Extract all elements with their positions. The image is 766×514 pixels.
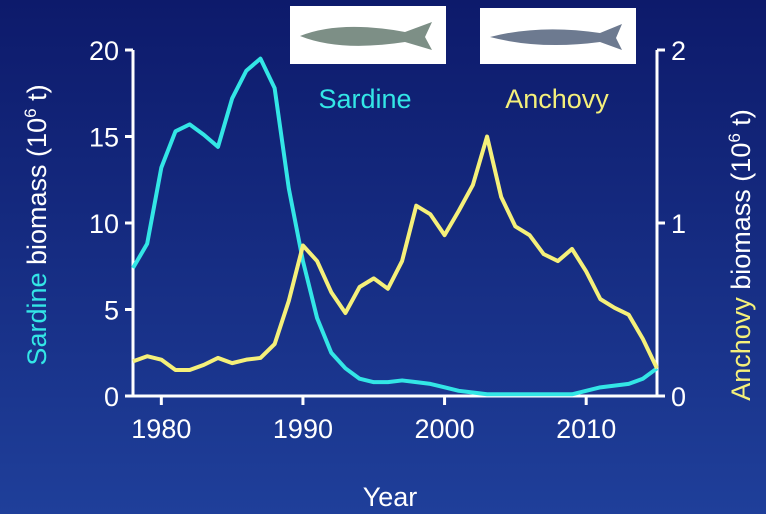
anchovy-picture [480,8,636,64]
y-axis-label-highlight: Sardine [22,272,52,365]
y-axis-label-text: biomass (10 [22,118,52,273]
y-tick-label: 5 [104,296,119,326]
y2-axis-label-text: biomass (10 [726,143,756,298]
y-axis-label-end: t) [22,84,52,108]
background [0,0,766,514]
legend-label: Anchovy [505,84,609,114]
x-axis-label: Year [363,482,418,512]
legend-label: Sardine [318,84,411,114]
y2-tick-label: 1 [671,209,686,239]
x-tick-label: 2010 [556,414,616,444]
x-tick-label: 2000 [415,414,475,444]
y2-tick-label: 0 [671,382,686,412]
y-tick-label: 15 [89,123,119,153]
y-tick-label: 10 [89,209,119,239]
y2-axis-label: Anchovy biomass (106 t) [725,109,756,401]
y-axis-label-sup: 6 [21,108,40,117]
y2-tick-label: 2 [671,36,686,66]
chart: Year Sardine biomass (106 t) Anchovy bio… [0,0,766,514]
y2-axis-label-end: t) [726,109,756,133]
sardine-picture [290,6,446,64]
x-tick-label: 1990 [273,414,333,444]
y-tick-label: 20 [89,36,119,66]
y2-axis-label-highlight: Anchovy [726,297,756,401]
y-axis-label: Sardine biomass (106 t) [21,84,52,365]
y2-axis-label-sup: 6 [725,133,744,142]
y-tick-label: 0 [104,382,119,412]
x-tick-label: 1980 [131,414,191,444]
